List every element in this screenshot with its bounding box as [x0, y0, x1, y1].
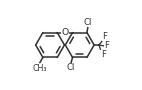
Text: CH₃: CH₃ — [32, 64, 47, 73]
Text: F: F — [102, 32, 107, 41]
Text: F: F — [101, 50, 106, 59]
Text: Cl: Cl — [84, 18, 92, 27]
Text: Cl: Cl — [67, 63, 75, 72]
Text: O: O — [61, 28, 69, 37]
Text: F: F — [104, 41, 109, 50]
